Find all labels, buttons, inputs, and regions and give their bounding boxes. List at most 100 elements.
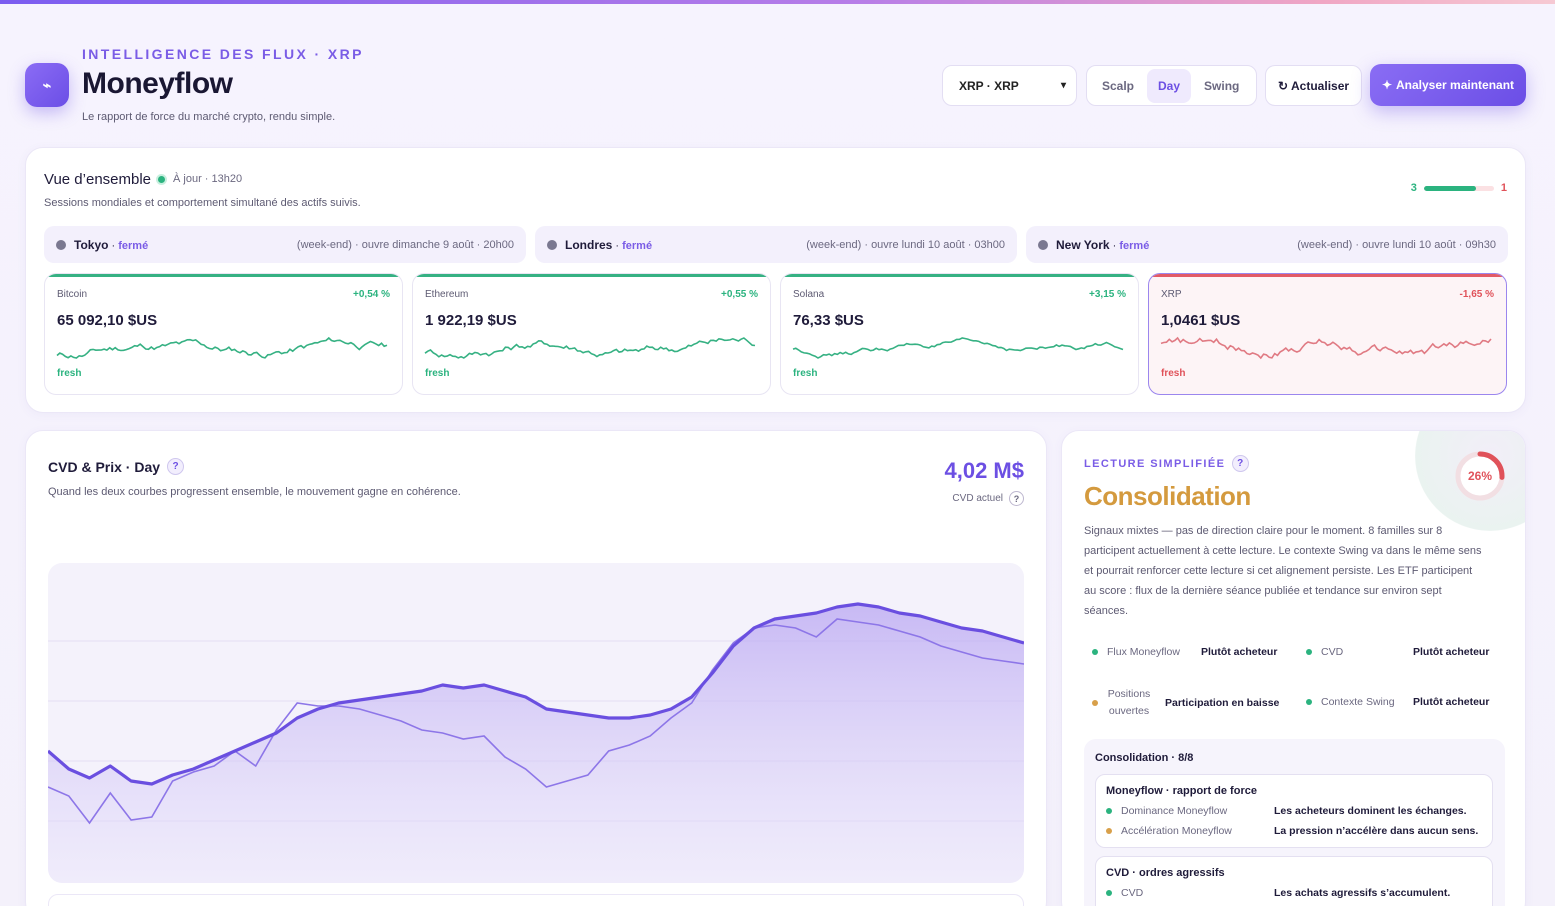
page-subtitle: Le rapport de force du marché crypto, re… (82, 111, 336, 123)
overview-subtitle: Sessions mondiales et comportement simul… (44, 197, 361, 209)
row-value: La pression n’accélère dans aucun sens. (1274, 825, 1479, 837)
asset-card-xrp[interactable]: XRP -1,65 % 1,0461 $US fresh (1148, 273, 1507, 395)
help-icon[interactable]: ? (1232, 455, 1250, 472)
signal-item: Contexte Swing Plutôt acheteur (1306, 696, 1489, 708)
session-state: fermé (622, 239, 653, 252)
chevron-down-icon: ▾ (1060, 80, 1066, 91)
sparkline-line (424, 337, 756, 359)
asset-name: Bitcoin (57, 289, 88, 300)
cvd-price-chart (48, 563, 1024, 883)
asset-name: Ethereum (425, 289, 469, 300)
family-box-title: Moneyflow · rapport de force (1106, 785, 1257, 797)
signal-dot-icon (1306, 699, 1312, 705)
asset-price: 65 092,10 $US (57, 312, 158, 329)
cvd-title: CVD & Prix · Day ? (48, 458, 185, 475)
signal-value: Participation en baisse (1165, 697, 1280, 709)
ratio-up-count: 3 (1410, 182, 1417, 194)
session-city: Tokyo (74, 237, 109, 252)
overview-card: Vue d’ensemble À jour · 13h20 Sessions m… (25, 147, 1526, 413)
asset-accent-bar (1149, 274, 1506, 277)
cvd-caption-text: CVD actuel (952, 493, 1003, 504)
signal-value: Plutôt acheteur (1201, 646, 1278, 658)
asset-freshness: fresh (793, 368, 818, 379)
reading-card: LECTURE SIMPLIFIÉE ? Consolidation 26% S… (1061, 430, 1526, 906)
asset-freshness: fresh (1161, 368, 1186, 379)
top-gradient-bar (0, 0, 1555, 4)
signal-label: Positions ouvertes (1107, 688, 1151, 717)
asset-sparkline (56, 336, 388, 359)
family-breakdown-title: Consolidation · 8/8 (1095, 752, 1194, 764)
ratio-down-count: 1 (1500, 182, 1507, 194)
asset-card-solana[interactable]: Solana +3,15 % 76,33 $US fresh (780, 273, 1139, 395)
asset-price: 76,33 $US (793, 312, 864, 329)
analyze-button-label: Analyser maintenant (1396, 78, 1515, 92)
mode-day-button[interactable]: Day (1147, 68, 1192, 103)
session-state: fermé (118, 239, 149, 252)
session-city: Londres (565, 237, 613, 252)
reading-title: Consolidation (1084, 481, 1251, 511)
signal-value: Plutôt acheteur (1413, 696, 1490, 708)
price-line (48, 618, 1024, 825)
signal-item: CVD Plutôt acheteur (1306, 646, 1489, 658)
analyze-button[interactable]: ✦ Analyser maintenant (1370, 64, 1526, 106)
reading-eyebrow-text: LECTURE SIMPLIFIÉE (1084, 457, 1226, 470)
family-row: Dominance Moneyflow Les acheteurs domine… (1106, 805, 1486, 817)
sparkline-line (56, 336, 388, 359)
cvd-area-fill (48, 604, 1024, 883)
cvd-card: CVD & Prix · Day ? Quand les deux courbe… (25, 430, 1047, 906)
asset-sparkline (424, 337, 756, 359)
asset-accent-bar (413, 274, 770, 277)
asset-freshness: fresh (57, 368, 82, 379)
gauge-value: 26% (1467, 469, 1493, 483)
family-breakdown-panel: Consolidation · 8/8 Moneyflow · rapport … (1084, 739, 1505, 906)
asset-card-bitcoin[interactable]: Bitcoin +0,54 % 65 092,10 $US fresh (44, 273, 403, 395)
asset-sparkline (1160, 336, 1492, 360)
asset-name: XRP (1161, 289, 1182, 300)
row-label: Accélération Moneyflow (1121, 825, 1232, 837)
mode-scalp-button[interactable]: Scalp (1102, 78, 1135, 93)
row-label: Dominance Moneyflow (1121, 805, 1228, 817)
mode-switcher: Scalp Day Swing (1086, 65, 1257, 106)
asset-name: Solana (793, 289, 825, 300)
session-tokyo: Tokyo · fermé (week-end) · ouvre dimanch… (44, 226, 526, 263)
score-gauge (1455, 451, 1505, 501)
row-value: Les acheteurs dominent les échanges. (1274, 805, 1467, 817)
asset-select-value: XRP · XRP (959, 78, 1019, 93)
asset-select[interactable]: XRP · XRP ▾ (942, 65, 1077, 106)
market-sessions: Tokyo · fermé (week-end) · ouvre dimanch… (44, 226, 1508, 263)
row-value: Les achats agressifs s’accumulent. (1274, 887, 1451, 899)
asset-change: +3,15 % (1089, 289, 1126, 300)
sparkline-line (1160, 336, 1492, 360)
family-box-moneyflow: Moneyflow · rapport de force Dominance M… (1095, 774, 1493, 848)
asset-change: +0,55 % (721, 289, 758, 300)
asset-cards: Bitcoin +0,54 % 65 092,10 $US fresh Ethe… (44, 273, 1507, 395)
asset-price: 1 922,19 $US (425, 312, 517, 329)
sparkline-line (792, 337, 1124, 359)
asset-card-ethereum[interactable]: Ethereum +0,55 % 1 922,19 $US fresh (412, 273, 771, 395)
row-label: CVD (1121, 887, 1144, 899)
cvd-current-value: 4,02 M$ (944, 458, 1025, 483)
family-row: Accélération Moneyflow La pression n’acc… (1106, 825, 1486, 837)
signal-label: Contexte Swing (1321, 696, 1395, 708)
signal-item: Positions ouvertes Participation en bais… (1092, 686, 1279, 720)
refresh-button-label: Actualiser (1291, 78, 1350, 93)
ratio-bar-fill (1423, 185, 1477, 191)
mode-swing-button[interactable]: Swing (1204, 78, 1240, 93)
page-eyebrow: INTELLIGENCE DES FLUX · XRP (82, 46, 364, 62)
refresh-icon: ↻ (1277, 78, 1289, 93)
reading-description: Signaux mixtes — pas de direction claire… (1084, 525, 1482, 617)
reading-eyebrow: LECTURE SIMPLIFIÉE ? (1084, 455, 1250, 472)
session-new-york: New York · fermé (week-end) · ouvre lund… (1026, 226, 1508, 263)
ratio-bar (1423, 185, 1494, 191)
help-icon[interactable]: ? (1009, 491, 1024, 506)
signal-dot-icon (1092, 649, 1098, 655)
row-dot-icon (1106, 808, 1112, 814)
signal-label: Flux Moneyflow (1107, 646, 1180, 658)
signal-item: Flux Moneyflow Plutôt acheteur (1092, 646, 1277, 658)
session-dot-icon (547, 239, 557, 250)
cvd-line (48, 602, 1024, 786)
overview-status-text: À jour · 13h20 (173, 173, 243, 185)
help-icon[interactable]: ? (167, 458, 185, 475)
up-down-ratio: 3 1 (1411, 182, 1507, 194)
refresh-button[interactable]: ↻ Actualiser (1265, 65, 1362, 106)
